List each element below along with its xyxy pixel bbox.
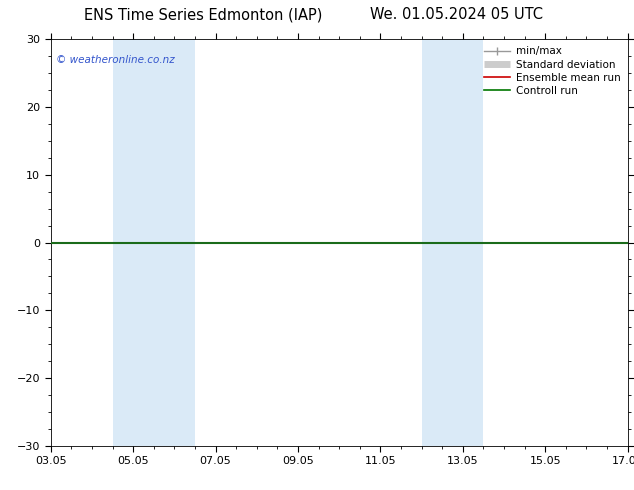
Text: We. 01.05.2024 05 UTC: We. 01.05.2024 05 UTC [370,7,543,22]
Bar [113,39,195,446]
Bar [422,39,483,446]
Text: © weatheronline.co.nz: © weatheronline.co.nz [56,55,175,66]
Legend: min/max, Standard deviation, Ensemble mean run, Controll run: min/max, Standard deviation, Ensemble me… [480,42,624,100]
Text: ENS Time Series Edmonton (IAP): ENS Time Series Edmonton (IAP) [84,7,322,22]
